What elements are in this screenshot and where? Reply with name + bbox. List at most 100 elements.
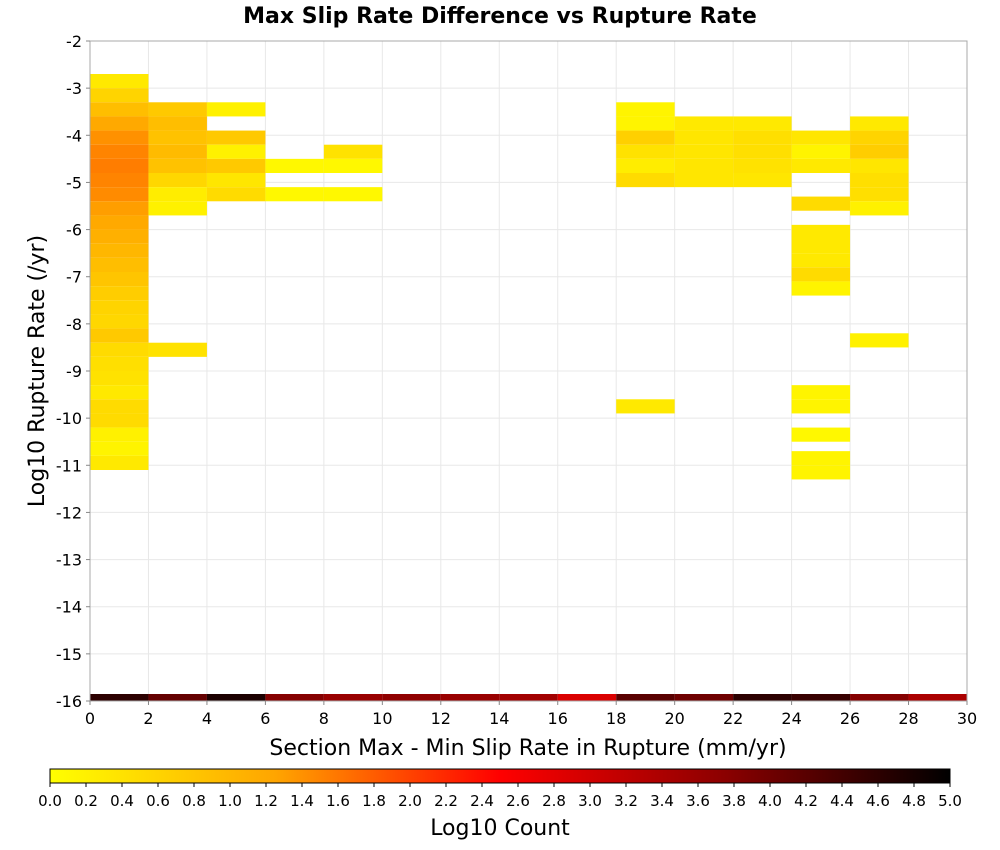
colorbar-tick-label: 1.6 bbox=[326, 792, 350, 810]
colorbar-label: Log10 Count bbox=[430, 816, 570, 841]
y-tick-label: -14 bbox=[56, 598, 82, 617]
heatmap-cell bbox=[265, 158, 324, 173]
y-tick-label: -7 bbox=[66, 268, 82, 287]
heatmap-cell bbox=[90, 328, 149, 343]
heatmap-cell bbox=[206, 187, 266, 202]
colorbar-tick-label: 1.0 bbox=[218, 792, 242, 810]
x-tick-label: 8 bbox=[319, 709, 329, 728]
heatmap-cell bbox=[90, 102, 149, 117]
heatmap-cell bbox=[148, 130, 207, 145]
colorbar-tick-label: 4.6 bbox=[866, 792, 890, 810]
heatmap-cell bbox=[90, 286, 149, 301]
heatmap-cell bbox=[791, 253, 851, 268]
x-tick-label: 12 bbox=[431, 709, 451, 728]
heatmap-cell bbox=[90, 300, 149, 315]
y-tick-label: -4 bbox=[66, 126, 82, 145]
heatmap-cell bbox=[323, 144, 383, 159]
heatmap-cell bbox=[616, 116, 675, 131]
heatmap-cell bbox=[791, 158, 851, 173]
heatmap-cell bbox=[148, 116, 207, 131]
heatmap-cell bbox=[90, 356, 149, 371]
heatmap-cell bbox=[733, 158, 792, 173]
colorbar-tick-label: 3.4 bbox=[650, 792, 674, 810]
heatmap-cell bbox=[733, 116, 792, 131]
colorbar-tick-label: 2.0 bbox=[398, 792, 422, 810]
heatmap-cell bbox=[791, 224, 851, 239]
heatmap-cell bbox=[323, 187, 383, 202]
heatmap-cell bbox=[733, 173, 792, 188]
heatmap-cell bbox=[90, 342, 149, 357]
heatmap-cell bbox=[791, 399, 851, 414]
heatmap-cell bbox=[850, 130, 909, 145]
heatmap-cell bbox=[850, 144, 909, 159]
colorbar-tick-label: 2.8 bbox=[542, 792, 566, 810]
heatmap-cell bbox=[850, 201, 909, 216]
heatmap-cell bbox=[90, 272, 149, 287]
heatmap-cell bbox=[90, 314, 149, 329]
heatmap-cell bbox=[148, 144, 207, 159]
y-tick-label: -11 bbox=[56, 456, 82, 475]
colorbar-tick-label: 2.4 bbox=[470, 792, 494, 810]
x-axis-label: Section Max - Min Slip Rate in Rupture (… bbox=[269, 736, 786, 761]
heatmap-cell bbox=[616, 102, 675, 117]
heatmap-cell bbox=[791, 427, 851, 442]
heatmap-cell bbox=[90, 130, 149, 145]
heatmap-bottom-cell bbox=[206, 694, 266, 701]
colorbar-tick-label: 0.4 bbox=[110, 792, 134, 810]
x-axis-ticks: 0 2 4 6 8 10 12 14 16 18 20 22 24 26 28 30 bbox=[85, 701, 977, 728]
heatmap-cell bbox=[674, 130, 734, 145]
y-tick-label: -6 bbox=[66, 221, 82, 240]
heatmap-cell bbox=[616, 144, 675, 159]
colorbar bbox=[49, 768, 951, 784]
colorbar-tick-label: 0.8 bbox=[182, 792, 206, 810]
heatmap-cell bbox=[850, 158, 909, 173]
heatmap-bottom-cell bbox=[440, 694, 500, 701]
x-tick-label: 6 bbox=[260, 709, 270, 728]
y-tick-label: -16 bbox=[56, 692, 82, 711]
colorbar-tick-label: 4.8 bbox=[902, 792, 926, 810]
heatmap-cell bbox=[148, 173, 207, 188]
y-tick-label: -3 bbox=[66, 79, 82, 98]
heatmap-cell bbox=[90, 116, 149, 131]
x-tick-label: 20 bbox=[664, 709, 684, 728]
colorbar-tick-label: 2.2 bbox=[434, 792, 458, 810]
heatmap-cell bbox=[791, 239, 851, 254]
heatmap-cell bbox=[850, 333, 909, 348]
heatmap-cell bbox=[733, 144, 792, 159]
colorbar-tick-label: 4.4 bbox=[830, 792, 854, 810]
heatmap-bottom-cell bbox=[265, 694, 324, 701]
heatmap-bottom-cell bbox=[674, 694, 734, 701]
heatmap-cell bbox=[90, 371, 149, 386]
heatmap-bottom-cell bbox=[733, 694, 792, 701]
heatmap-cell bbox=[265, 187, 324, 202]
heatmap-cell bbox=[674, 173, 734, 188]
heatmap-cell bbox=[733, 130, 792, 145]
heatmap-cell bbox=[206, 130, 266, 145]
y-tick-label: -9 bbox=[66, 362, 82, 381]
x-tick-label: 2 bbox=[143, 709, 153, 728]
colorbar-tick-label: 1.2 bbox=[254, 792, 278, 810]
colorbar-tick-label: 3.2 bbox=[614, 792, 638, 810]
y-tick-label: -12 bbox=[56, 503, 82, 522]
heatmap-cell bbox=[791, 465, 851, 480]
heatmap-bottom-cell bbox=[616, 694, 675, 701]
x-tick-label: 28 bbox=[898, 709, 918, 728]
heatmap-cell bbox=[90, 427, 149, 442]
y-axis-label: Log10 Rupture Rate (/yr) bbox=[25, 235, 50, 507]
heatmap-cell bbox=[90, 399, 149, 414]
y-tick-label: -2 bbox=[66, 32, 82, 51]
heatmap-cell bbox=[90, 243, 149, 258]
heatmap-cell bbox=[850, 187, 909, 202]
heatmap-cell bbox=[148, 158, 207, 173]
heatmap-cell bbox=[791, 385, 851, 400]
heatmap-bottom-cell bbox=[850, 694, 909, 701]
y-tick-label: -10 bbox=[56, 409, 82, 428]
heatmap-cell bbox=[616, 399, 675, 414]
colorbar-tick-label: 1.4 bbox=[290, 792, 314, 810]
heatmap-cell bbox=[674, 116, 734, 131]
heatmap-cell bbox=[148, 187, 207, 202]
chart-title: Max Slip Rate Difference vs Rupture Rate bbox=[243, 4, 757, 29]
heatmap-cell bbox=[148, 342, 207, 357]
heatmap-bottom-cell bbox=[148, 694, 207, 701]
